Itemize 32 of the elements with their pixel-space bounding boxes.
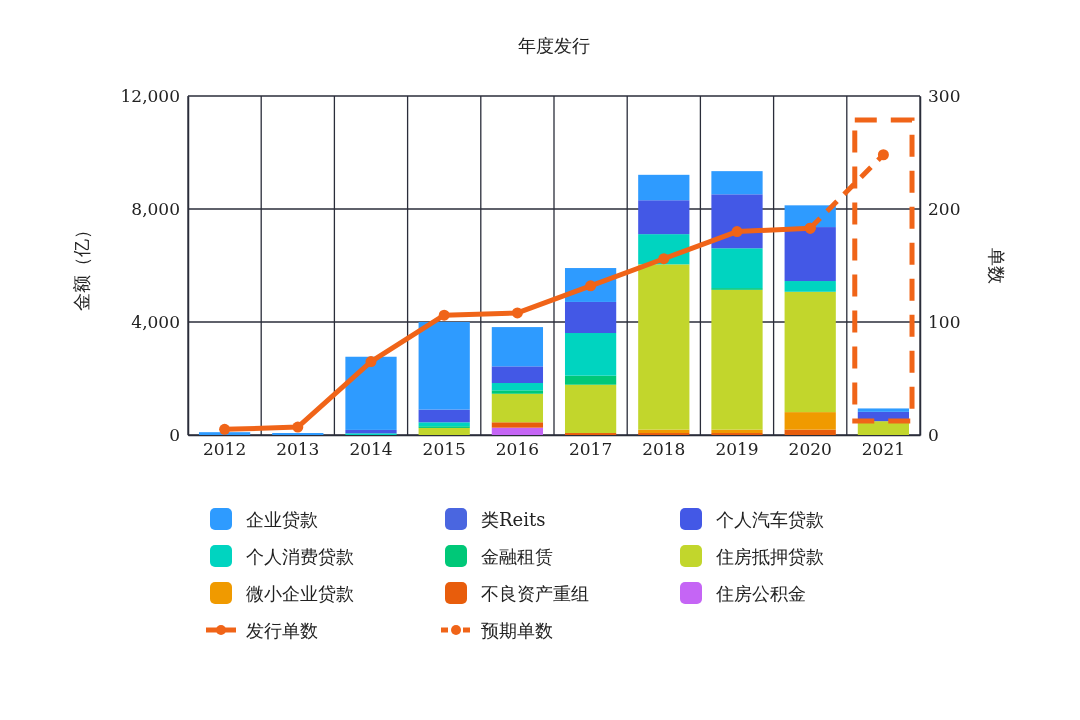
- y2-tick-label: 0: [928, 424, 939, 445]
- y-tick-label: 12,000: [120, 85, 180, 106]
- y-tick-label: 0: [169, 424, 180, 445]
- legend-label: 发行单数: [246, 620, 318, 641]
- x-tick-label: 2017: [568, 439, 613, 460]
- legend-label: 个人消费贷款: [246, 546, 354, 567]
- y-tick-label: 4,000: [131, 311, 180, 332]
- x-tick-label: 2013: [276, 439, 320, 460]
- legend-label: 企业贷款: [246, 509, 318, 530]
- legend-label: 类Reits: [481, 509, 546, 530]
- y2-tick-label: 100: [928, 311, 961, 332]
- legend-label: 微小企业贷款: [246, 583, 354, 604]
- x-tick-label: 2019: [715, 439, 759, 460]
- y2-tick-label: 300: [928, 85, 961, 106]
- x-tick-label: 2016: [495, 439, 540, 460]
- legend-label: 个人汽车贷款: [716, 509, 824, 530]
- x-tick-label: 2015: [422, 439, 466, 460]
- legend-label: 住房公积金: [715, 583, 806, 604]
- x-tick-label: 2020: [788, 439, 832, 460]
- x-tick-label: 2021: [861, 439, 906, 460]
- legend-label: 预期单数: [481, 620, 553, 641]
- y2-tick-label: 200: [928, 198, 961, 219]
- x-tick-label: 2014: [349, 439, 393, 460]
- x-tick-label: 2018: [642, 439, 686, 460]
- legend-label: 金融租赁: [481, 546, 553, 567]
- y-tick-label: 8,000: [131, 198, 180, 219]
- chart-title: 年度发行: [518, 35, 590, 56]
- legend-label: 不良资产重组: [481, 583, 589, 604]
- y2-axis-title: 单数: [986, 247, 1007, 284]
- y-axis-title: 金额（亿）: [71, 220, 92, 311]
- legend-label: 住房抵押贷款: [715, 546, 824, 567]
- x-tick-label: 2012: [202, 439, 247, 460]
